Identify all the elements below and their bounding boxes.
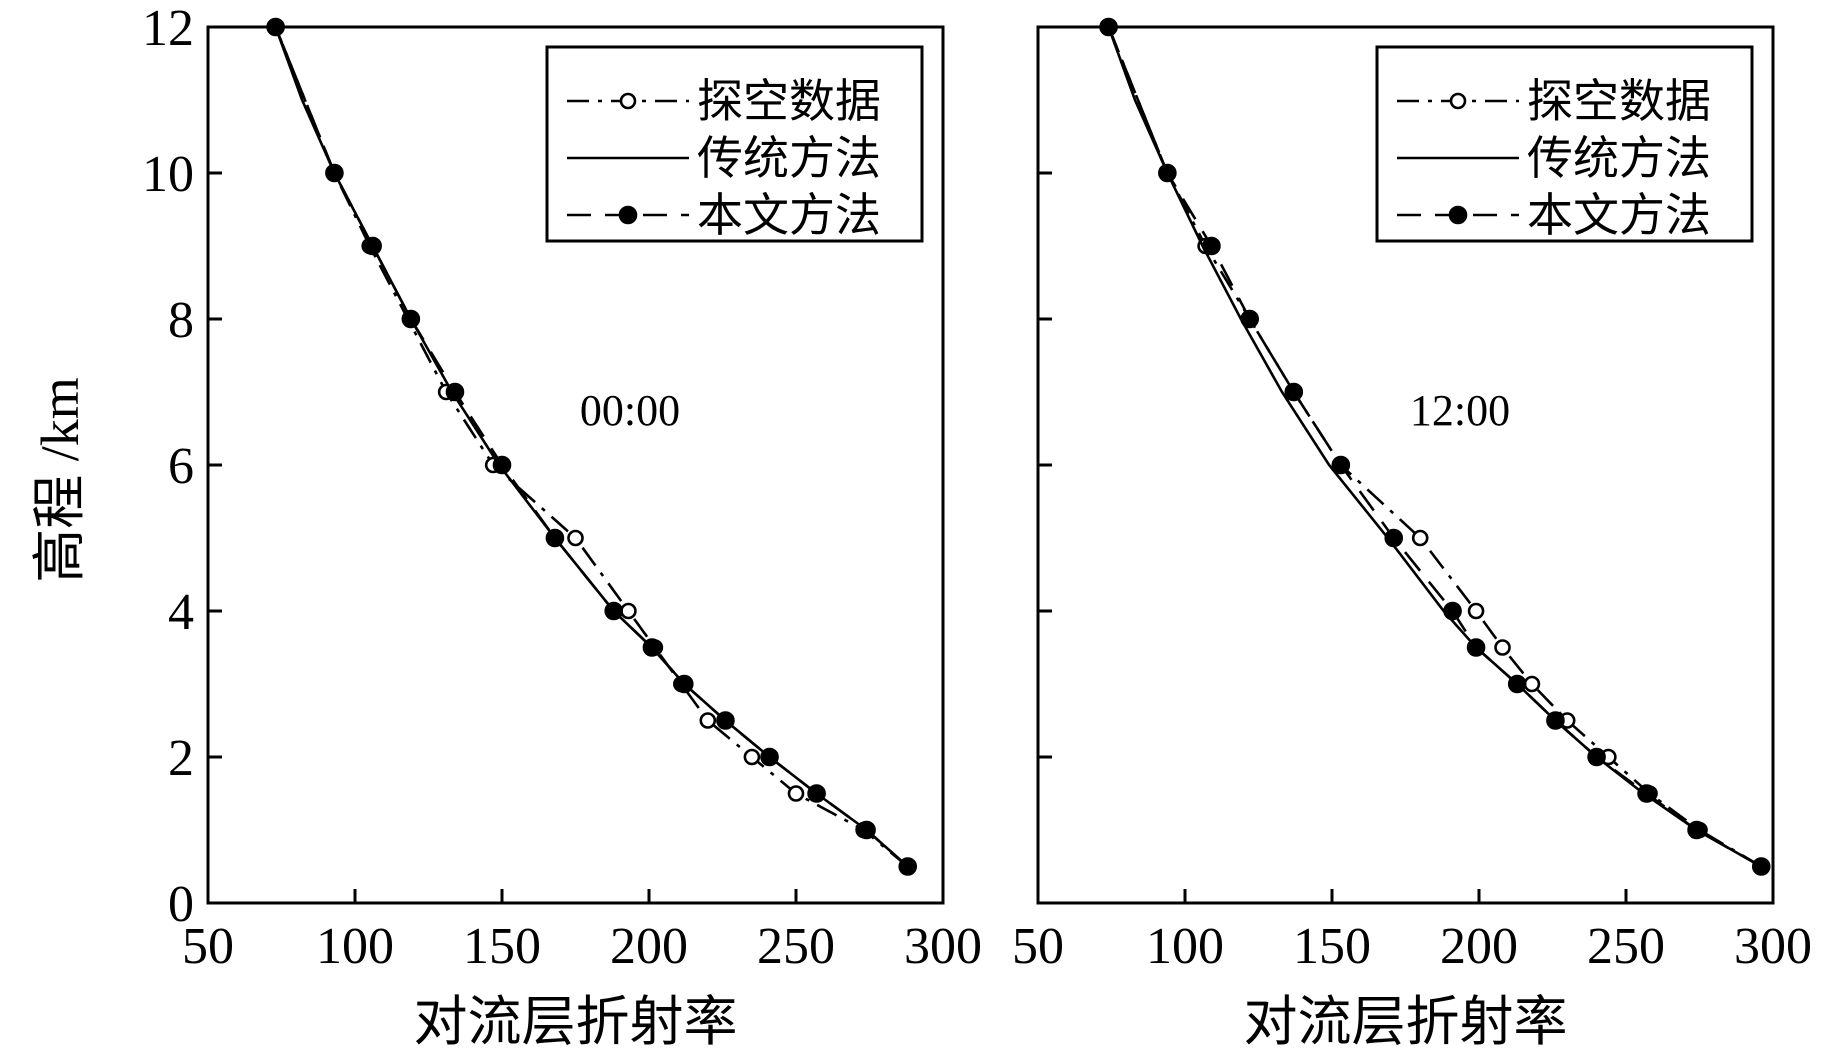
filled-circle-point — [604, 601, 624, 621]
open-circle-point — [743, 748, 761, 766]
filled-circle-point — [325, 163, 344, 183]
open-circle-point — [1494, 639, 1511, 656]
legend-label: 传统方法 — [697, 133, 881, 184]
filled-circle-point — [1099, 17, 1118, 37]
legend-label: 本文方法 — [1527, 190, 1711, 241]
filled-circle-point — [716, 711, 735, 730]
filled-circle-point — [857, 820, 876, 840]
chart-panel-0000: 50 100 150 200 250 300 0 2 4 6 8 10 12 对流层折射率 00:00 探空数… — [142, 0, 982, 1052]
series-line-3 — [1107, 26, 1762, 868]
x-tick-label: 300 — [904, 918, 982, 975]
x-tick-label: 100 — [316, 918, 394, 975]
filled-circle-point — [363, 236, 382, 256]
open-circle-point — [1411, 529, 1429, 547]
filled-circle-point — [1202, 236, 1221, 256]
legend-label: 传统方法 — [1527, 133, 1711, 184]
y-tick-label: 6 — [168, 438, 194, 495]
x-tick-label: 250 — [757, 918, 835, 975]
x-tick-label: 300 — [1734, 918, 1812, 975]
open-circle-point — [1467, 602, 1485, 620]
time-annotation: 00:00 — [580, 386, 680, 435]
filled-circle-point — [401, 309, 421, 329]
open-circle-point — [567, 529, 584, 547]
legend-box — [1375, 45, 1754, 243]
open-circle-point — [787, 785, 805, 802]
filled-circle-point — [1637, 784, 1656, 803]
filled-circle-point — [1443, 601, 1462, 621]
filled-circle-point — [1284, 382, 1304, 402]
y-axis-title: 高程 /km — [30, 377, 90, 583]
filled-circle-point — [760, 747, 779, 767]
y-tick-label: 4 — [168, 584, 194, 641]
x-tick-label: 100 — [1146, 918, 1224, 975]
legend-marker — [1448, 205, 1468, 225]
y-tick-label: 8 — [168, 292, 194, 349]
filled-circle-point — [1240, 309, 1259, 329]
filled-circle-point — [1587, 747, 1606, 767]
y-tick-label: 0 — [168, 876, 194, 933]
filled-circle-point — [1546, 711, 1565, 730]
x-tick-label: 200 — [610, 918, 688, 975]
open-circle-point — [1523, 675, 1541, 693]
filled-circle-point — [445, 382, 465, 402]
x-tick-label: 150 — [1293, 918, 1371, 975]
legend-label: 探空数据 — [697, 76, 881, 127]
y-tick-label: 12 — [142, 0, 194, 57]
time-annotation: 12:00 — [1410, 386, 1510, 435]
open-circle-point — [620, 602, 637, 620]
x-tick-label: 50 — [182, 918, 234, 975]
series-line-1 — [274, 26, 909, 868]
filled-circle-point — [1751, 857, 1771, 876]
x-tick-label: 150 — [463, 918, 541, 975]
legend-label: 本文方法 — [697, 190, 881, 241]
legend-box — [545, 45, 924, 243]
filled-circle-point — [492, 455, 512, 475]
filled-circle-point — [1466, 638, 1486, 657]
filled-circle-point — [642, 638, 662, 657]
legend-marker — [618, 205, 638, 225]
filled-circle-point — [674, 674, 694, 694]
filled-circle-point — [898, 857, 918, 876]
x-axis-title: 对流层折射率 — [1244, 992, 1568, 1052]
filled-circle-point — [807, 784, 826, 803]
legend-label: 探空数据 — [1527, 76, 1711, 127]
filled-circle-point — [1687, 820, 1706, 840]
open-circle-point — [699, 712, 717, 729]
filled-circle-point — [1158, 163, 1177, 183]
x-axis-title: 对流层折射率 — [414, 992, 738, 1052]
y-tick-label: 2 — [168, 730, 194, 787]
filled-circle-point — [266, 17, 285, 37]
x-tick-label: 50 — [1012, 918, 1064, 975]
x-tick-label: 250 — [1587, 918, 1665, 975]
legend-marker — [1449, 92, 1467, 110]
filled-circle-point — [1331, 455, 1351, 475]
filled-circle-point — [1507, 674, 1527, 694]
filled-circle-point — [545, 528, 565, 548]
y-tick-label: 10 — [142, 146, 194, 203]
legend-marker — [619, 92, 637, 110]
filled-circle-point — [1384, 528, 1404, 548]
x-tick-label: 200 — [1440, 918, 1518, 975]
